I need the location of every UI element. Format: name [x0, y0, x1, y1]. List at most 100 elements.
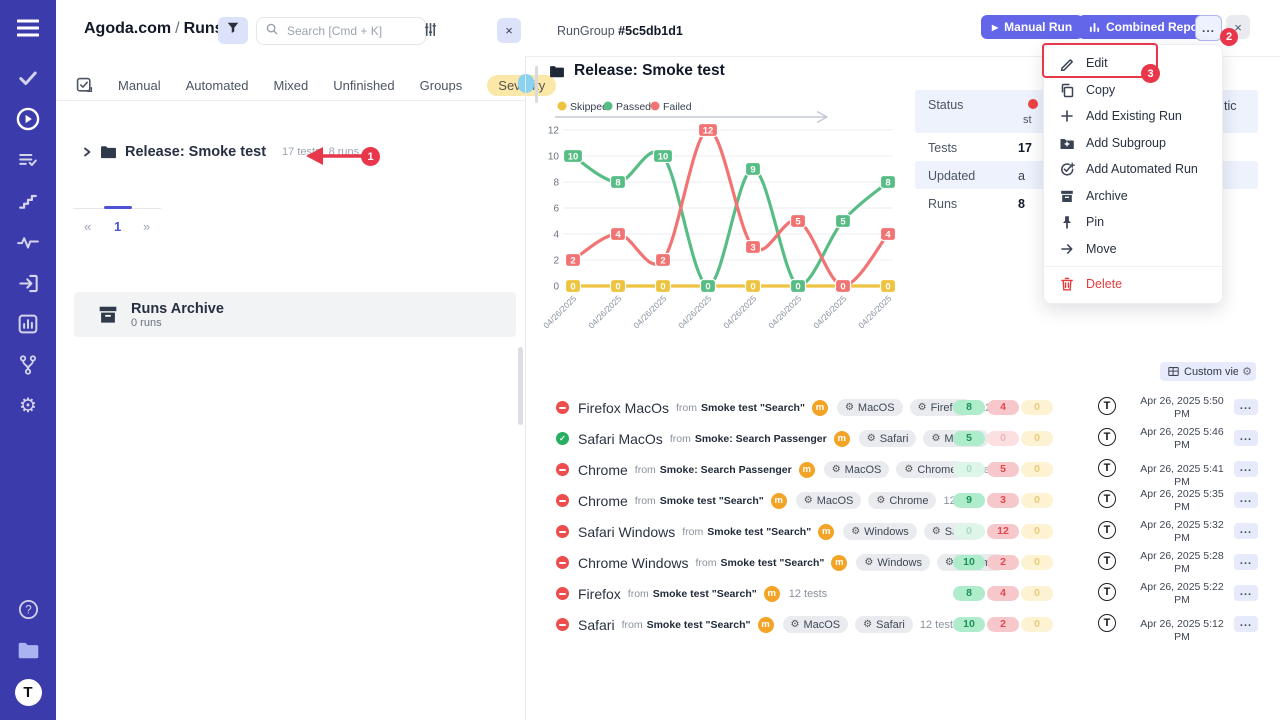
- menu-item-edit[interactable]: Edit: [1044, 50, 1222, 77]
- testomat-report-icon[interactable]: T: [1098, 521, 1116, 539]
- testomat-report-icon[interactable]: T: [1098, 490, 1116, 508]
- svg-text:4: 4: [615, 230, 621, 241]
- pagination-first[interactable]: «: [84, 219, 92, 234]
- tab-manual[interactable]: Manual: [118, 77, 161, 93]
- left-panel-scrollbar[interactable]: [518, 347, 523, 425]
- run-row[interactable]: Chrome Windows from Smoke test "Search" m ⚙ W…: [556, 547, 1262, 578]
- branches-icon[interactable]: [16, 353, 40, 377]
- settings-gear-icon[interactable]: ⚙: [19, 395, 37, 417]
- svg-text:10: 10: [568, 152, 579, 163]
- suites-list-check-icon[interactable]: [16, 148, 40, 172]
- reports-bar-chart-icon[interactable]: [16, 312, 40, 336]
- testomat-report-icon[interactable]: T: [1098, 552, 1116, 570]
- testomat-report-icon[interactable]: T: [1098, 459, 1116, 477]
- breadcrumb-project[interactable]: Agoda.com: [84, 20, 172, 37]
- chevron-right-icon[interactable]: [82, 147, 92, 157]
- run-source: Smoke: Search Passenger: [694, 432, 827, 445]
- rungroup-name[interactable]: Release: Smoke test: [125, 144, 267, 160]
- svg-text:5: 5: [795, 217, 801, 228]
- combined-report-button[interactable]: Combined Report: [1078, 15, 1218, 39]
- run-row[interactable]: ✓ Safari MacOs from Smoke: Search Passenger…: [556, 423, 1262, 454]
- search-input[interactable]: [285, 23, 399, 39]
- help-icon[interactable]: ?: [16, 597, 40, 621]
- testomat-logo-icon[interactable]: T: [14, 679, 42, 706]
- run-more-button[interactable]: ...: [1234, 430, 1258, 446]
- steps-stairs-icon[interactable]: [16, 189, 40, 213]
- run-date: Apr 26, 2025 5:32 PM: [1140, 519, 1224, 544]
- menu-item-add-automated-run[interactable]: Add Automated Run: [1044, 156, 1222, 183]
- menu-item-archive[interactable]: Archive: [1044, 183, 1222, 210]
- more-actions-button[interactable]: ...: [1195, 15, 1222, 41]
- manual-badge: m: [770, 492, 787, 509]
- group-title: Release: Smoke test: [574, 62, 725, 79]
- testomat-report-icon[interactable]: T: [1098, 583, 1116, 601]
- run-name[interactable]: Chrome: [578, 461, 628, 478]
- run-more-button[interactable]: ...: [1234, 554, 1258, 570]
- run-name[interactable]: Safari MacOs: [578, 430, 663, 447]
- manual-run-button[interactable]: ▶ Manual Run: [981, 15, 1084, 39]
- run-name[interactable]: Chrome: [578, 492, 628, 509]
- menu-item-add-existing-run[interactable]: Add Existing Run: [1044, 103, 1222, 130]
- run-name[interactable]: Chrome Windows: [578, 554, 689, 571]
- select-runs-icon[interactable]: [76, 77, 93, 94]
- tab-unfinished[interactable]: Unfinished: [333, 77, 395, 93]
- manual-badge: m: [811, 399, 828, 416]
- menu-item-delete[interactable]: Delete: [1044, 271, 1222, 298]
- analytics-pulse-icon[interactable]: [16, 230, 40, 254]
- runs-archive-item[interactable]: Runs Archive 0 runs: [74, 292, 516, 337]
- run-name[interactable]: Firefox: [578, 585, 621, 602]
- hamburger-menu-icon[interactable]: [16, 16, 40, 40]
- panel-close-button[interactable]: ×: [497, 18, 521, 43]
- menu-item-copy[interactable]: Copy: [1044, 77, 1222, 104]
- run-failed-icon: [556, 556, 569, 569]
- run-more-button[interactable]: ...: [1234, 399, 1258, 415]
- run-row[interactable]: Firefox from Smoke test "Search" m 12 tests 8…: [556, 578, 1262, 609]
- right-panel-scrollbar[interactable]: [535, 66, 538, 103]
- menu-item-label: Copy: [1086, 82, 1116, 97]
- run-more-button[interactable]: ...: [1234, 585, 1258, 601]
- import-icon[interactable]: [16, 271, 40, 295]
- env-tag-chrome: ⚙Chrome: [868, 492, 937, 509]
- env-tag-chrome: ⚙Chrome: [896, 461, 965, 478]
- run-row[interactable]: Safari Windows from Smoke test "Search" m ⚙ W…: [556, 516, 1262, 547]
- list-settings-gear-icon[interactable]: ⚙: [1238, 362, 1256, 381]
- svg-text:0: 0: [885, 282, 890, 293]
- tasks-check-icon[interactable]: [16, 66, 40, 90]
- run-row[interactable]: Chrome from Smoke: Search Passenger m ⚙ MacOS…: [556, 454, 1262, 488]
- menu-item-pin[interactable]: Pin: [1044, 209, 1222, 236]
- pagination-last[interactable]: »: [143, 219, 151, 234]
- run-row[interactable]: Safari from Smoke test "Search" m ⚙ MacOS ⚙ Saf…: [556, 609, 1262, 643]
- svg-text:04/26/2025: 04/26/2025: [586, 293, 623, 330]
- tab-mixed[interactable]: Mixed: [273, 77, 309, 93]
- run-name[interactable]: Safari Windows: [578, 523, 676, 540]
- testomat-report-icon[interactable]: T: [1098, 397, 1116, 415]
- run-source: Smoke test "Search": [701, 401, 805, 414]
- env-tag-macos: ⚙MacOS: [836, 399, 903, 416]
- run-name[interactable]: Safari: [578, 616, 615, 633]
- custom-view-button[interactable]: Custom view: [1160, 362, 1255, 381]
- runs-play-icon[interactable]: [16, 107, 40, 131]
- run-more-button[interactable]: ...: [1234, 492, 1258, 508]
- filter-button[interactable]: [218, 17, 248, 44]
- testomat-report-icon[interactable]: T: [1098, 428, 1116, 446]
- pagination-active-bar: [104, 206, 132, 209]
- run-date: Apr 26, 2025 5:41 PM: [1140, 463, 1224, 488]
- pin-icon: [1059, 214, 1075, 230]
- passed-count-pill: 0: [953, 462, 985, 477]
- pagination-page-1[interactable]: 1: [114, 219, 122, 234]
- run-more-button[interactable]: ...: [1234, 461, 1258, 477]
- menu-item-move[interactable]: Move: [1044, 236, 1222, 263]
- testomat-report-icon[interactable]: T: [1098, 614, 1116, 632]
- tab-groups[interactable]: Groups: [419, 77, 463, 93]
- run-name[interactable]: Firefox MacOs: [578, 399, 670, 416]
- detail-value: a: [1018, 169, 1025, 183]
- run-row[interactable]: Firefox MacOs from Smoke test "Search" m ⚙ Ma…: [556, 392, 1262, 423]
- adjustments-icon[interactable]: [422, 21, 440, 39]
- run-more-button[interactable]: ...: [1234, 616, 1258, 632]
- projects-folder-icon[interactable]: [16, 638, 40, 662]
- tab-automated[interactable]: Automated: [185, 77, 249, 93]
- menu-item-add-subgroup[interactable]: Add Subgroup: [1044, 130, 1222, 157]
- run-more-button[interactable]: ...: [1234, 523, 1258, 539]
- skipped-count-pill: 0: [1021, 493, 1053, 508]
- run-row[interactable]: Chrome from Smoke test "Search" m ⚙ MacOS ⚙ Chr…: [556, 485, 1262, 516]
